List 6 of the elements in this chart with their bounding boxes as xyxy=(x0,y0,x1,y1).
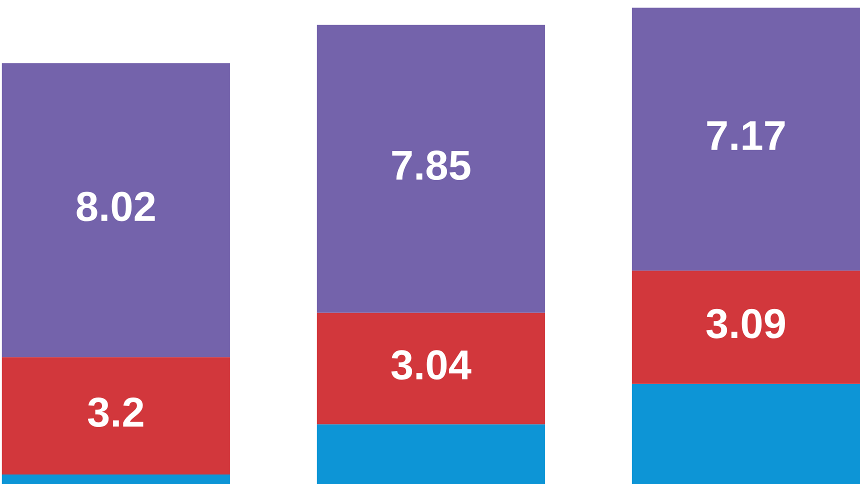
data-label: 7.17 xyxy=(707,121,785,150)
data-label: 7.85 xyxy=(392,150,470,180)
data-label: 3.04 xyxy=(391,350,472,380)
data-label: 8.02 xyxy=(76,192,155,222)
data-label: 3.2 xyxy=(88,397,144,428)
data-label: 3.09 xyxy=(706,308,785,338)
